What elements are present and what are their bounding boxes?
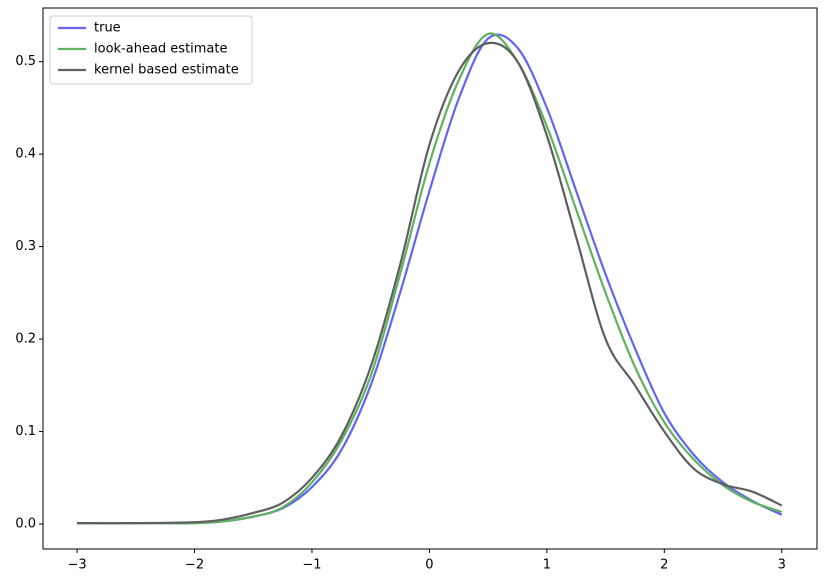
- y-tick-label: 0.0: [15, 517, 36, 532]
- y-tick-label: 0.4: [15, 147, 36, 162]
- plot-frame: [42, 7, 818, 550]
- y-tick-label: 0.5: [15, 54, 36, 69]
- legend-label: true: [94, 21, 121, 36]
- line-series: [77, 41, 783, 525]
- x-tick-label: 1: [543, 558, 551, 573]
- x-tick-label: 2: [660, 558, 668, 573]
- y-tick-label: 0.2: [15, 332, 36, 347]
- legend-label: look-ahead estimate: [94, 42, 228, 57]
- x-tick-label: 3: [778, 558, 786, 573]
- x-tick-label: −2: [185, 558, 204, 573]
- line-series: [77, 32, 783, 525]
- line-series: [77, 33, 783, 525]
- legend-box: [49, 15, 253, 85]
- x-tick-label: 0: [425, 558, 433, 573]
- legend-label: kernel based estimate: [94, 63, 239, 78]
- y-tick-label: 0.1: [15, 424, 36, 439]
- y-tick-label: 0.3: [15, 239, 36, 254]
- x-tick-label: −1: [302, 558, 321, 573]
- x-tick-label: −3: [67, 558, 86, 573]
